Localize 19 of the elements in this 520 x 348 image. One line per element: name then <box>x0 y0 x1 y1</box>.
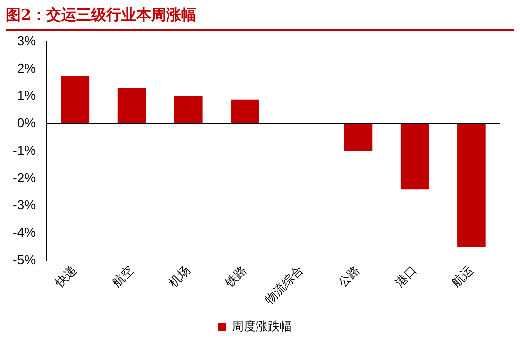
x-tick-label: 铁路 <box>222 263 250 291</box>
y-tick-label: -5% <box>12 252 37 268</box>
legend-label: 周度涨跌幅 <box>232 319 292 334</box>
x-tick-label: 航运 <box>449 263 476 290</box>
y-tick-label: 0% <box>17 116 37 131</box>
x-tick-label: 快递 <box>52 263 80 291</box>
y-tick-label: 3% <box>17 33 37 48</box>
chart-title: 图2：交运三级行业本周涨幅 <box>6 6 514 31</box>
y-tick-label: -4% <box>12 225 37 240</box>
y-tick-label: -1% <box>12 142 37 158</box>
x-tick-label: 港口 <box>392 263 420 290</box>
x-tick-label: 物流综合 <box>262 263 306 308</box>
y-tick-label: 1% <box>17 88 37 104</box>
x-tick-label: 机场 <box>166 263 193 290</box>
y-tick-label: -3% <box>12 198 37 213</box>
x-tick-label: 公路 <box>336 263 363 290</box>
x-tick-label: 航空 <box>109 263 136 290</box>
y-tick-label: -2% <box>12 170 37 186</box>
y-tick-label: 2% <box>17 60 37 76</box>
